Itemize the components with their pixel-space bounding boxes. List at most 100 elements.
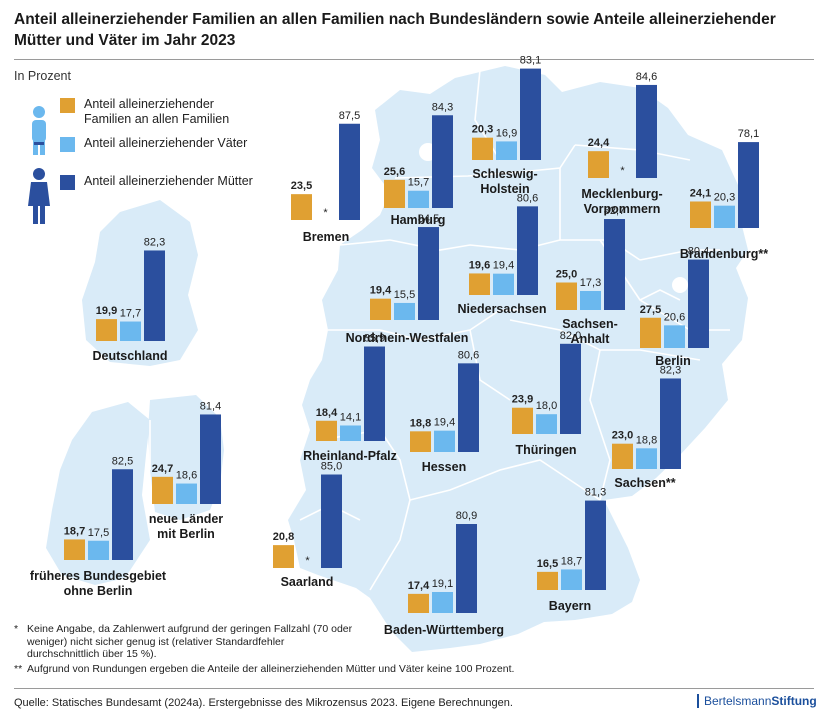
footnote: * Keine Angabe, da Zahlenwert aufgrund d… — [14, 623, 514, 661]
bar — [410, 431, 431, 452]
bar-group: 27,520,6 80,4 Berlin — [640, 246, 709, 368]
data-label: 82,3 — [144, 236, 165, 248]
legend-label-mothers: Anteil alleinerziehender Mütter — [84, 174, 253, 188]
footnote-mark: * — [14, 623, 19, 635]
source-note: Quelle: Statisches Bundesamt (2024a). Er… — [14, 697, 513, 709]
data-label: 17,4 — [408, 580, 430, 592]
bar — [469, 273, 490, 295]
data-label: 20,8 — [273, 531, 294, 543]
bar-group: 19,4 15,5 84,5 Nordrhein-Westfalen — [346, 213, 469, 345]
footnote: ** Aufgrund von Rundungen ergeben die An… — [14, 663, 514, 676]
data-label: 82,3 — [660, 364, 681, 376]
footnotes: * Keine Angabe, da Zahlenwert aufgrund d… — [14, 623, 514, 675]
region-label: Bayern — [549, 599, 591, 613]
bar-group: 24,1 20,3 78,1 Brandenburg** — [680, 128, 768, 261]
bar — [472, 137, 493, 160]
data-label: 18,8 — [410, 417, 431, 429]
data-label: 16,5 — [537, 558, 558, 570]
region-label: Schleswig- — [472, 167, 537, 181]
footnote-mark: ** — [14, 662, 23, 675]
data-label: 85,0 — [321, 461, 342, 473]
germany-map — [288, 66, 748, 652]
bar — [688, 259, 709, 348]
data-label: 82,5 — [112, 455, 133, 467]
person-icon — [32, 106, 46, 155]
data-label: 25,6 — [384, 166, 405, 178]
legend-swatch-families — [60, 98, 75, 113]
bar — [394, 302, 415, 320]
bar — [434, 430, 455, 452]
data-label: 23,0 — [612, 430, 633, 442]
data-label: 19,4 — [493, 260, 514, 272]
legend-label-families: Anteil alleinerziehender Familien an all… — [84, 97, 230, 126]
data-label: 15,7 — [408, 177, 429, 189]
data-label: 24,7 — [152, 463, 173, 475]
bar-group: 25,615,7 84,3 Hamburg — [384, 101, 453, 227]
bar-group: 23,0 18,8 82,3 Sachsen** — [612, 364, 681, 490]
region-label: Brandenburg** — [680, 247, 768, 261]
data-label: 83,1 — [520, 55, 541, 67]
bar — [340, 425, 361, 441]
bar-group: 16,5 18,7 81,3 Bayern — [537, 487, 606, 613]
data-label: 20,3 — [714, 192, 735, 204]
region-label: Anhalt — [571, 332, 611, 346]
data-label: 85,9 — [364, 333, 385, 345]
bar — [200, 414, 221, 504]
data-label: 18,0 — [536, 400, 557, 412]
data-label: 17,5 — [88, 527, 109, 539]
data-label: 19,4 — [370, 285, 392, 297]
bar — [370, 298, 391, 320]
data-label: 18,7 — [561, 555, 582, 567]
data-label: 80,9 — [456, 510, 477, 522]
bar — [690, 201, 711, 228]
data-label: 14,1 — [340, 411, 361, 423]
region-label: Holstein — [480, 182, 529, 196]
legend-label-fathers: Anteil alleinerziehender Väter — [84, 136, 248, 150]
region-label: Thüringen — [515, 443, 576, 457]
legend-item-families: Anteil alleinerziehender Familien an all… — [60, 97, 254, 127]
data-label: 23,9 — [512, 394, 533, 406]
bar — [321, 474, 342, 568]
data-label: 27,5 — [640, 304, 661, 316]
data-label: 84,3 — [432, 101, 453, 113]
data-label: 80,6 — [517, 192, 538, 204]
bar — [88, 540, 109, 560]
region-label: Mecklenburg- — [581, 187, 662, 201]
bar — [640, 317, 661, 348]
region-label: Rheinland-Pfalz — [303, 449, 397, 463]
bar-group: 23,918,0 82,0 Thüringen — [512, 330, 581, 457]
region-label: Baden-Württemberg — [384, 623, 504, 637]
bar — [660, 378, 681, 469]
data-label: 18,6 — [176, 470, 197, 482]
data-label: 19,6 — [469, 259, 490, 271]
data-label: 16,9 — [496, 127, 517, 139]
region-label: Deutschland — [92, 349, 167, 363]
data-label: 78,1 — [738, 128, 759, 140]
bar — [176, 483, 197, 504]
data-label: 82,0 — [560, 330, 581, 342]
bar — [152, 476, 173, 504]
bar — [96, 319, 117, 341]
region-label: früheres Bundesgebiet — [30, 569, 167, 583]
region-label: neue Länder — [149, 512, 223, 526]
region-label: Bremen — [303, 230, 350, 244]
region-label: Niedersachsen — [458, 302, 547, 316]
bar — [458, 363, 479, 452]
bar — [585, 500, 606, 590]
bar — [493, 273, 514, 295]
data-label: 18,7 — [64, 525, 85, 537]
bar — [588, 151, 609, 178]
bar — [364, 346, 385, 441]
brand-part1: Bertelsmann — [704, 694, 772, 708]
data-label: 20,6 — [664, 311, 685, 323]
bar-group: 20,3 16,9 83,1 Schleswig-Holstein — [472, 55, 541, 196]
top-rule — [14, 59, 814, 60]
data-label: 84,5 — [418, 213, 439, 225]
bar — [112, 469, 133, 560]
region-label: mit Berlin — [157, 527, 215, 541]
data-label: 19,9 — [96, 305, 117, 317]
data-label: 81,4 — [200, 400, 221, 412]
bar-group: 25,017,3 82,7 Sachsen-Anhalt — [556, 205, 625, 346]
data-label: 24,4 — [588, 137, 610, 149]
